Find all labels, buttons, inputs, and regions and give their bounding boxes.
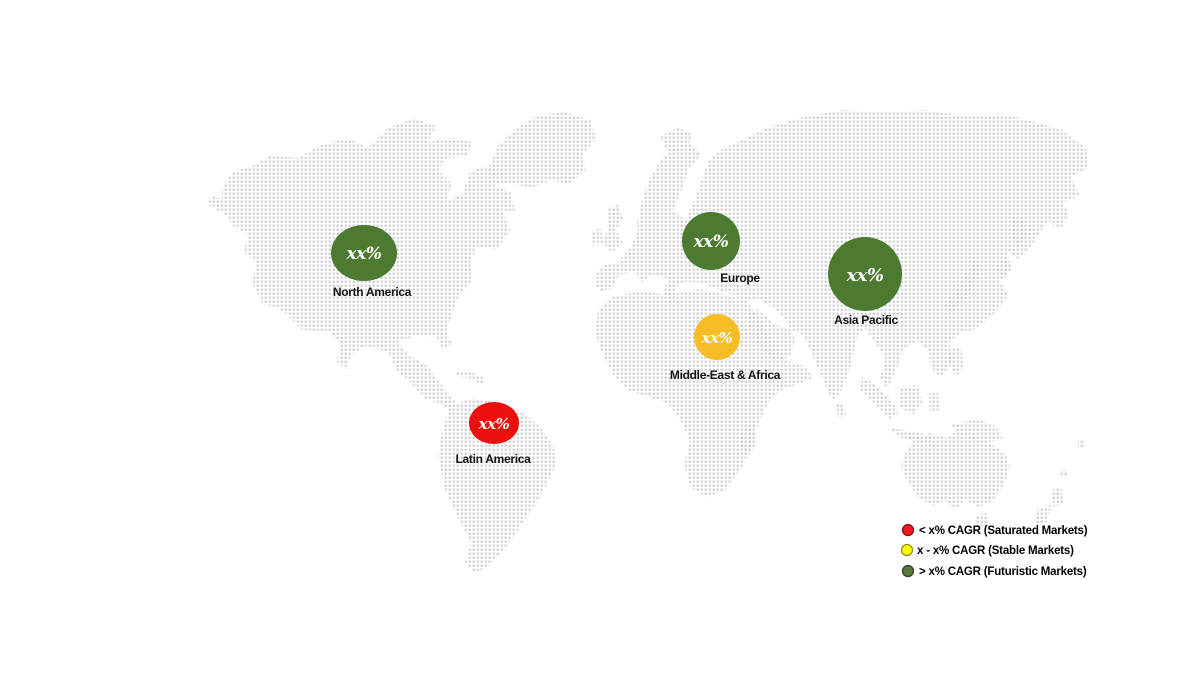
- island-madagascar: [739, 423, 757, 459]
- islands-east-asia: [944, 217, 1027, 315]
- bubble-north-america: xx% North America: [331, 225, 412, 299]
- bubble-value: xx%: [346, 244, 382, 264]
- bubble-value: xx%: [701, 329, 733, 347]
- bubble-marker: [828, 237, 902, 311]
- island-great-britain: [602, 204, 623, 252]
- island-ireland: [591, 228, 603, 246]
- bubble-marker: [694, 314, 740, 360]
- continent-south-america: [438, 398, 556, 573]
- bubble-value: xx%: [478, 415, 510, 433]
- bubble-middle-east-africa: xx% Middle-East & Africa: [670, 314, 781, 382]
- island-borneo: [899, 385, 923, 415]
- islands-new-zealand: [1035, 487, 1063, 525]
- region-bubbles-group: xx% North America xx% Europe xx% Asia Pa…: [331, 212, 902, 466]
- nz-south-island: [1035, 505, 1052, 525]
- continent-africa: [595, 289, 813, 497]
- islands-caribbean: [455, 370, 486, 385]
- pacific-dot-2: [1060, 470, 1067, 477]
- aleutian-dots: [210, 198, 221, 202]
- region-label: Middle-East & Africa: [670, 368, 781, 382]
- bubble-marker: [469, 402, 519, 444]
- legend-dot-red: [901, 523, 915, 537]
- legend-label: x - x% CAGR (Stable Markets): [917, 545, 1074, 557]
- island-sakhalin: [1012, 217, 1027, 249]
- bubble-marker: [682, 212, 740, 270]
- island-philippines: [948, 346, 965, 377]
- bubble-asia-pacific: xx% Asia Pacific: [828, 237, 902, 327]
- region-label: Latin America: [455, 452, 531, 466]
- legend-label: < x% CAGR (Saturated Markets): [919, 525, 1088, 537]
- legend: < x% CAGR (Saturated Markets) x - x% CAG…: [900, 523, 1088, 578]
- region-label: Asia Pacific: [834, 313, 898, 327]
- nz-north-island: [1051, 487, 1063, 507]
- island-tasmania: [976, 513, 987, 527]
- island-japan: [944, 261, 983, 315]
- continent-australia: [901, 431, 1010, 510]
- continent-greenland: [488, 112, 596, 188]
- legend-item-saturated: < x% CAGR (Saturated Markets): [901, 523, 1088, 537]
- bubble-marker: [331, 225, 397, 281]
- legend-label: > x% CAGR (Futuristic Markets): [919, 566, 1087, 578]
- islands-pacific: [210, 198, 1085, 477]
- pacific-dot-1: [1078, 440, 1085, 447]
- region-label: North America: [333, 285, 412, 299]
- island-sulawesi: [929, 392, 940, 412]
- bubble-latin-america: xx% Latin America: [455, 402, 531, 466]
- peninsula-korea: [998, 261, 1009, 279]
- continents-group: [207, 110, 1088, 573]
- island-sumatra: [860, 376, 899, 419]
- legend-item-futuristic: > x% CAGR (Futuristic Markets): [901, 564, 1087, 578]
- bubble-europe: xx% Europe: [682, 212, 761, 285]
- legend-dot-green: [901, 564, 915, 578]
- bubble-value: xx%: [693, 232, 729, 252]
- island-sri-lanka: [836, 402, 846, 418]
- region-label: Europe: [720, 271, 760, 285]
- legend-dot-yellow: [900, 543, 914, 557]
- legend-item-stable: x - x% CAGR (Stable Markets): [900, 543, 1074, 557]
- bubble-value: xx%: [845, 265, 883, 286]
